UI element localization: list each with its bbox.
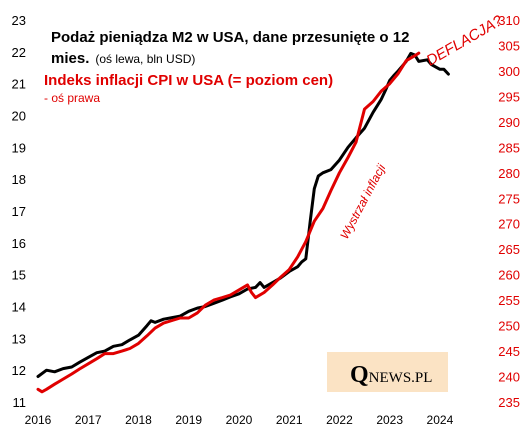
right-axis-tick-label: 270 <box>498 217 520 232</box>
chart-title-line2: mies. (oś lewa, bln USD) <box>51 50 195 67</box>
x-axis-tick-label: 2021 <box>276 413 303 427</box>
left-axis-tick-label: 18 <box>12 172 26 187</box>
right-axis-tick-label: 255 <box>498 293 520 308</box>
left-axis-tick-label: 22 <box>12 45 26 60</box>
annotation-deflacja: DEFLACJA? <box>424 12 507 70</box>
right-axis-tick-label: 285 <box>498 140 520 155</box>
left-axis-tick-label: 17 <box>12 204 26 219</box>
x-axis-tick-label: 2016 <box>25 413 52 427</box>
left-axis-tick-label: 13 <box>12 331 26 346</box>
right-axis-tick-label: 295 <box>498 89 520 104</box>
red-subtitle: Indeks inflacji CPI w USA (= poziom cen) <box>44 72 333 89</box>
red-subtitle-note: - oś prawa <box>44 91 100 105</box>
left-axis-tick-label: 11 <box>13 395 27 410</box>
x-axis-tick-label: 2020 <box>226 413 253 427</box>
right-axis-tick-label: 245 <box>498 344 520 359</box>
left-axis-tick-label: 20 <box>12 109 26 124</box>
right-axis-tick-label: 310 <box>498 13 520 28</box>
annotation-wystrzal-inflacji: Wystrzał inflacji <box>337 162 388 242</box>
left-axis-tick-label: 14 <box>12 300 26 315</box>
left-axis-tick-label: 15 <box>12 268 26 283</box>
left-axis-tick-label: 19 <box>12 140 26 155</box>
right-axis-tick-label: 260 <box>498 268 520 283</box>
x-axis-tick-label: 2017 <box>75 413 102 427</box>
series-layer <box>36 51 450 394</box>
right-axis-tick-label: 280 <box>498 166 520 181</box>
left-axis-tick-label: 21 <box>12 77 26 92</box>
x-axis-tick-label: 2019 <box>175 413 202 427</box>
chart-title-line1: Podaż pieniądza M2 w USA, dane przesunię… <box>51 29 409 46</box>
x-axis-tick-label: 2022 <box>326 413 353 427</box>
right-axis-tick-label: 275 <box>498 191 520 206</box>
right-y-ticks: 235 240 245 250 255 260 265 270 275 280 285 290 295 3… <box>498 13 520 410</box>
x-axis-tick-label: 2024 <box>427 413 454 427</box>
x-ticks: 2016 2017 2018 2019 2020 2021 2022 2023 2024 <box>25 413 454 427</box>
left-axis-tick-label: 16 <box>12 236 26 251</box>
left-axis-tick-label: 23 <box>12 13 26 28</box>
watermark-background <box>327 352 448 392</box>
watermark-logo: QNEWS.PL <box>350 362 432 388</box>
right-axis-tick-label: 290 <box>498 115 520 130</box>
right-axis-tick-label: 250 <box>498 319 520 334</box>
x-axis-tick-label: 2018 <box>125 413 152 427</box>
right-axis-tick-label: 265 <box>498 242 520 257</box>
right-axis-tick-label: 300 <box>498 64 520 79</box>
right-axis-tick-label: 235 <box>498 395 520 410</box>
left-y-ticks: 11 12 13 14 15 16 17 18 19 20 21 22 23 <box>12 13 26 410</box>
right-axis-tick-label: 240 <box>498 370 520 385</box>
cpi-index-line <box>36 51 421 394</box>
x-axis-tick-label: 2023 <box>376 413 403 427</box>
right-axis-tick-label: 305 <box>498 38 520 53</box>
left-axis-tick-label: 12 <box>12 363 26 378</box>
